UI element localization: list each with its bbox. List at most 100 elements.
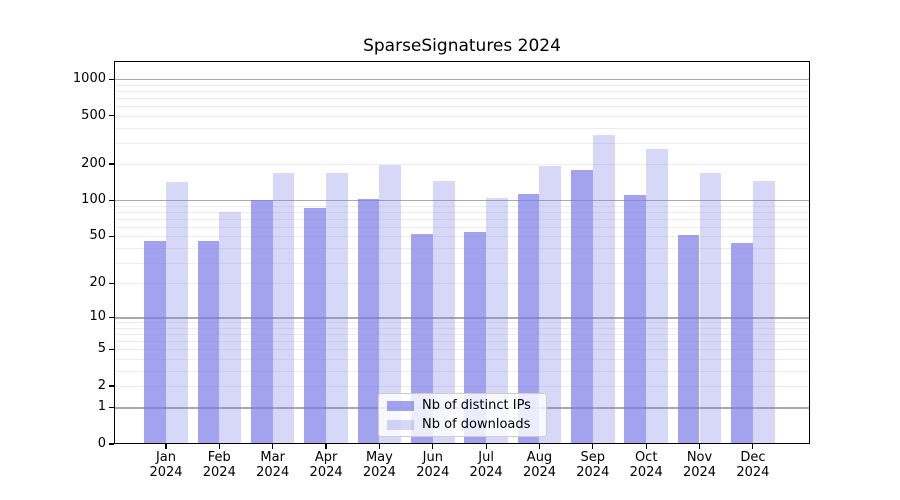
y-tick-label-10: 10 (89, 309, 106, 325)
plot-area (114, 61, 810, 444)
x-tick-year: 2024 (736, 464, 770, 480)
x-tick-jun (432, 444, 434, 449)
bar-downloads-jun-2024 (432, 180, 455, 444)
bar-downloads-oct-2024 (646, 148, 668, 444)
x-tick-year: 2024 (256, 464, 290, 480)
y-gridline-minor-90 (114, 205, 810, 207)
y-gridline-minor-6 (114, 341, 810, 343)
x-tick-month: Aug (526, 450, 553, 465)
y-gridline-minor-800 (114, 90, 810, 92)
x-tick-month: Apr (314, 450, 338, 465)
y-gridline-minor-9 (114, 322, 810, 324)
y-gridline-minor-7 (114, 334, 810, 336)
y-gridline-minor-300 (114, 142, 810, 144)
x-tick-year: 2024 (149, 464, 183, 480)
y-tick-20 (109, 282, 114, 284)
bar-downloads-may-2024 (379, 165, 402, 444)
bar-downloads-jul-2024 (486, 198, 508, 444)
x-tick-year: 2024 (469, 464, 503, 480)
x-tick-year: 2024 (416, 464, 450, 480)
x-tick-mar (272, 444, 274, 449)
bar-distinct-ips-jun-2024 (410, 234, 433, 444)
x-tick-month: Nov (686, 450, 713, 465)
x-tick-label-jun-2024: Jun 2024 (416, 450, 450, 480)
x-tick-year: 2024 (576, 464, 610, 480)
x-tick-label-mar-2024: Mar 2024 (256, 450, 290, 480)
x-tick-label-feb-2024: Feb 2024 (202, 450, 236, 480)
x-tick-apr (325, 444, 327, 449)
x-tick-feb (218, 444, 220, 449)
y-gridline-minor-70 (114, 218, 810, 220)
bar-distinct-ips-feb-2024 (197, 240, 220, 444)
y-tick-0 (109, 443, 114, 445)
y-gridline-minor-80 (114, 211, 810, 213)
y-gridline-major-10 (114, 317, 810, 319)
y-tick-50 (109, 235, 114, 237)
x-tick-month: May (365, 450, 393, 465)
x-tick-label-jul-2024: Jul 2024 (469, 450, 503, 480)
x-tick-month: Mar (260, 450, 285, 465)
x-tick-year: 2024 (522, 464, 557, 480)
y-tick-10 (109, 316, 114, 318)
y-tick-label-1000: 1000 (72, 71, 106, 87)
y-gridline-minor-200 (114, 163, 810, 165)
x-tick-label-nov-2024: Nov 2024 (682, 450, 717, 480)
x-tick-year: 2024 (682, 464, 717, 480)
y-gridline-minor-30 (114, 262, 810, 264)
y-tick-200 (109, 163, 114, 165)
x-tick-label-apr-2024: Apr 2024 (309, 450, 343, 480)
y-gridline-major-100 (114, 200, 810, 202)
legend-item-downloads: Nb of downloads (387, 417, 538, 432)
x-tick-sep (592, 444, 594, 449)
y-gridline-minor-40 (114, 247, 810, 249)
y-gridline-minor-20 (114, 283, 810, 285)
x-tick-year: 2024 (202, 464, 236, 480)
y-tick-label-200: 200 (81, 155, 106, 171)
bar-downloads-dec-2024 (752, 180, 775, 444)
y-tick-2 (109, 385, 114, 387)
bar-distinct-ips-apr-2024 (304, 207, 327, 444)
x-tick-dec (752, 444, 754, 449)
y-tick-label-500: 500 (81, 107, 106, 123)
legend-label-distinct-ips: Nb of distinct IPs (422, 398, 531, 413)
x-tick-may (378, 444, 381, 449)
y-gridline-minor-500 (114, 115, 810, 117)
x-tick-month: Oct (634, 450, 658, 465)
y-gridline-minor-2 (114, 386, 810, 387)
y-gridline-major-1000 (114, 79, 810, 81)
y-gridline-minor-60 (114, 226, 810, 228)
x-tick-label-sep-2024: Sep 2024 (576, 450, 610, 480)
x-tick-year: 2024 (309, 464, 343, 480)
x-tick-month: Jul (478, 450, 494, 465)
legend-item-distinct-ips: Nb of distinct IPs (387, 398, 538, 413)
x-tick-jan (165, 444, 167, 449)
y-gridline-minor-4 (114, 359, 810, 360)
x-tick-label-aug-2024: Aug 2024 (522, 450, 557, 480)
y-gridline-minor-8 (114, 328, 810, 329)
x-tick-label-jan-2024: Jan 2024 (149, 450, 183, 480)
x-tick-label-dec-2024: Dec 2024 (736, 450, 770, 480)
bar-downloads-mar-2024 (272, 172, 295, 444)
bar-distinct-ips-aug-2024 (517, 193, 540, 444)
x-tick-month: Feb (207, 450, 231, 465)
x-tick-year: 2024 (362, 464, 396, 480)
legend-swatch-downloads (387, 419, 414, 430)
bar-distinct-ips-may-2024 (357, 198, 380, 444)
bar-downloads-sep-2024 (592, 134, 615, 444)
y-tick-label-1: 1 (97, 399, 106, 415)
y-tick-1000 (109, 78, 114, 80)
y-tick-500 (109, 115, 114, 117)
x-tick-jul (485, 444, 487, 449)
y-tick-5 (109, 348, 114, 350)
bar-distinct-ips-jan-2024 (144, 240, 166, 444)
y-tick-label-100: 100 (81, 192, 106, 208)
y-gridline-minor-900 (114, 84, 810, 86)
x-tick-month: Sep (580, 450, 606, 465)
y-tick-label-50: 50 (89, 228, 106, 244)
y-gridline-minor-700 (114, 98, 810, 99)
legend: Nb of distinct IPs Nb of downloads (378, 393, 547, 437)
legend-swatch-distinct-ips (387, 400, 414, 411)
x-tick-nov (698, 444, 701, 449)
bar-downloads-jan-2024 (166, 182, 188, 444)
